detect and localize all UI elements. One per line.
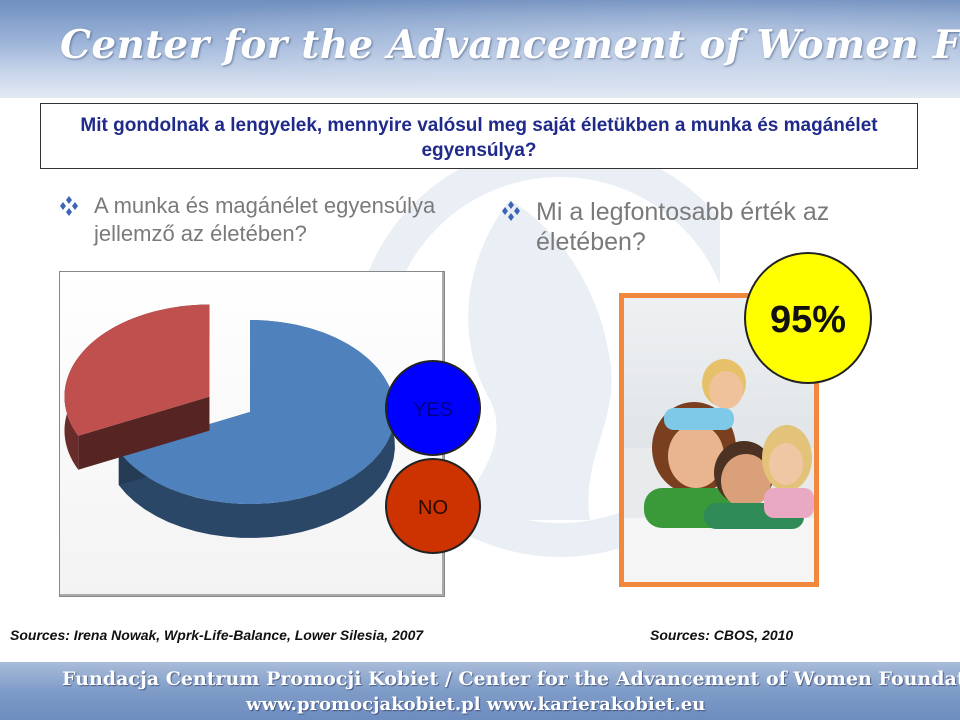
legend-yes-label: YES <box>412 399 454 421</box>
highlight-value: 95% <box>769 299 847 341</box>
legend-no: NO <box>385 458 481 554</box>
banner-glow <box>0 0 960 98</box>
pie-slice-side <box>118 320 395 538</box>
footer-org-names: Fundacja Centrum Promocji Kobiet / Cente… <box>62 668 960 690</box>
diamond-bullet-icon <box>502 201 520 221</box>
pie-chart <box>64 304 395 538</box>
pie-slice-no <box>64 304 210 470</box>
pie-chart-frame <box>59 271 445 597</box>
page-title: Center for the Advancement of Women Foun… <box>60 22 960 68</box>
pie-slice-top <box>118 320 395 504</box>
family-photo <box>619 293 819 587</box>
pie-slice-yes <box>118 320 395 538</box>
question-text: Mit gondolnak a lengyelek, mennyire való… <box>80 115 878 161</box>
bullet-right: Mi a legfontosabb érték az életében? <box>498 197 878 257</box>
header-banner: Center for the Advancement of Women Foun… <box>0 0 960 98</box>
diamond-bullet-icon <box>60 196 78 216</box>
question-box: Mit gondolnak a lengyelek, mennyire való… <box>40 103 918 169</box>
bullet-right-text: Mi a legfontosabb érték az életében? <box>536 198 830 256</box>
legend-no-label: NO <box>418 497 448 519</box>
legend-yes: YES <box>385 360 481 456</box>
bullet-left-text: A munka és magánélet egyensúlya jellemző… <box>94 193 436 246</box>
source-right: Sources: CBOS, 2010 <box>650 627 794 643</box>
pie-slice-top <box>64 304 210 436</box>
footer-websites: www.promocjakobiet.pl www.karierakobiet.… <box>246 694 706 715</box>
source-left: Sources: Irena Nowak, Wprk-Life-Balance,… <box>10 627 424 643</box>
footer-banner: Fundacja Centrum Promocji Kobiet / Cente… <box>0 662 960 720</box>
highlight-percentage: 95% <box>744 252 872 384</box>
bullet-left: A munka és magánélet egyensúlya jellemző… <box>56 192 476 248</box>
family-illustration <box>624 359 814 582</box>
pie-slice-side <box>64 304 210 470</box>
pie-slice-cut <box>118 412 250 486</box>
pie-slice-cut <box>78 396 210 470</box>
